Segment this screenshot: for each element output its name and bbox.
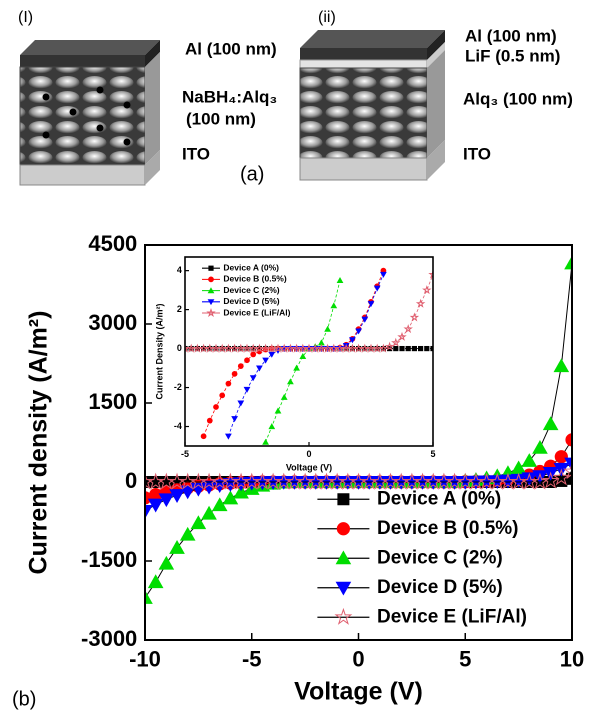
y-tick-label: -3000	[81, 626, 137, 651]
y-tick-label: 4	[177, 265, 182, 275]
marker	[399, 346, 404, 351]
marker	[208, 277, 214, 283]
layer-label: (100 nm)	[186, 109, 256, 128]
marker	[336, 550, 352, 564]
marker	[532, 440, 548, 454]
panel-label: (b)	[12, 688, 36, 710]
marker	[336, 609, 351, 623]
marker	[337, 522, 350, 535]
layer-label: Alq₃ (100 nm)	[463, 89, 573, 108]
device-tag: (ii)	[318, 9, 336, 26]
y-tick-label: 0	[125, 468, 137, 493]
legend-label: Device D (5%)	[223, 296, 279, 306]
figure: (I) Al (100 nm) NaBH₄:Alq₃ (100 nm) ITO …	[0, 0, 599, 719]
marker	[213, 404, 219, 410]
legend-label: Device B (0.5%)	[223, 274, 286, 284]
y-axis-label: Current Density (A/m²)	[154, 303, 164, 399]
marker	[232, 371, 238, 377]
x-axis-label: Voltage (V)	[294, 678, 423, 706]
x-tick-label: 0	[306, 449, 311, 459]
x-tick-label: 5	[430, 449, 435, 459]
layer-label: LiF (0.5 nm)	[465, 46, 560, 65]
marker	[148, 574, 164, 588]
marker	[169, 540, 185, 554]
y-tick-label: -1500	[81, 547, 137, 572]
y-tick-label: 1500	[88, 389, 137, 414]
marker	[250, 352, 256, 358]
x-tick-label: 0	[352, 647, 364, 672]
device-tag: (I)	[18, 9, 33, 26]
x-tick-label: -5	[181, 449, 189, 459]
marker	[424, 346, 429, 351]
legend-label: Device E (LiF/Al)	[377, 606, 527, 627]
x-axis-label: Voltage (V)	[286, 462, 332, 472]
x-tick-label: 5	[459, 647, 471, 672]
layer-label: ITO	[463, 144, 491, 163]
x-tick-label: -5	[242, 647, 262, 672]
y-tick-label: -2	[174, 382, 182, 392]
legend-label: Device A (0%)	[223, 262, 279, 272]
x-tick-label: 10	[560, 647, 584, 672]
panel-label: (a)	[240, 163, 264, 185]
marker	[554, 358, 570, 372]
marker	[336, 582, 352, 596]
marker	[393, 346, 398, 351]
marker	[406, 346, 411, 351]
y-tick-label: 4500	[88, 231, 137, 256]
marker	[238, 363, 244, 369]
legend-label: Device C (2%)	[223, 285, 279, 295]
y-tick-label: 0	[177, 343, 182, 353]
legend-label: Device B (0.5%)	[377, 518, 519, 539]
layer-label: NaBH₄:Alq₃	[182, 87, 277, 106]
legend-label: Device A (0%)	[377, 488, 501, 509]
y-tick-label: -4	[174, 421, 182, 431]
device-right	[300, 30, 445, 180]
marker	[543, 416, 559, 430]
marker	[226, 381, 232, 387]
marker	[412, 346, 417, 351]
marker	[337, 493, 349, 505]
device-left	[20, 40, 160, 185]
marker	[208, 266, 213, 271]
layer-label: Al (100 nm)	[465, 26, 557, 45]
layer-label: ITO	[182, 144, 210, 163]
y-tick-label: 3000	[88, 310, 137, 335]
marker	[555, 450, 568, 463]
marker	[159, 556, 175, 570]
marker	[418, 346, 423, 351]
marker	[522, 453, 538, 467]
marker	[201, 433, 207, 439]
legend-label: Device D (5%)	[377, 577, 503, 598]
y-axis-label: Current density (A/m²)	[25, 311, 53, 575]
marker	[244, 357, 250, 363]
marker	[219, 392, 225, 398]
legend-label: Device E (LiF/Al)	[223, 307, 290, 317]
marker	[207, 418, 213, 424]
layer-label: Al (100 nm)	[185, 39, 277, 58]
y-tick-label: 2	[177, 304, 182, 314]
legend-label: Device C (2%)	[377, 547, 503, 568]
